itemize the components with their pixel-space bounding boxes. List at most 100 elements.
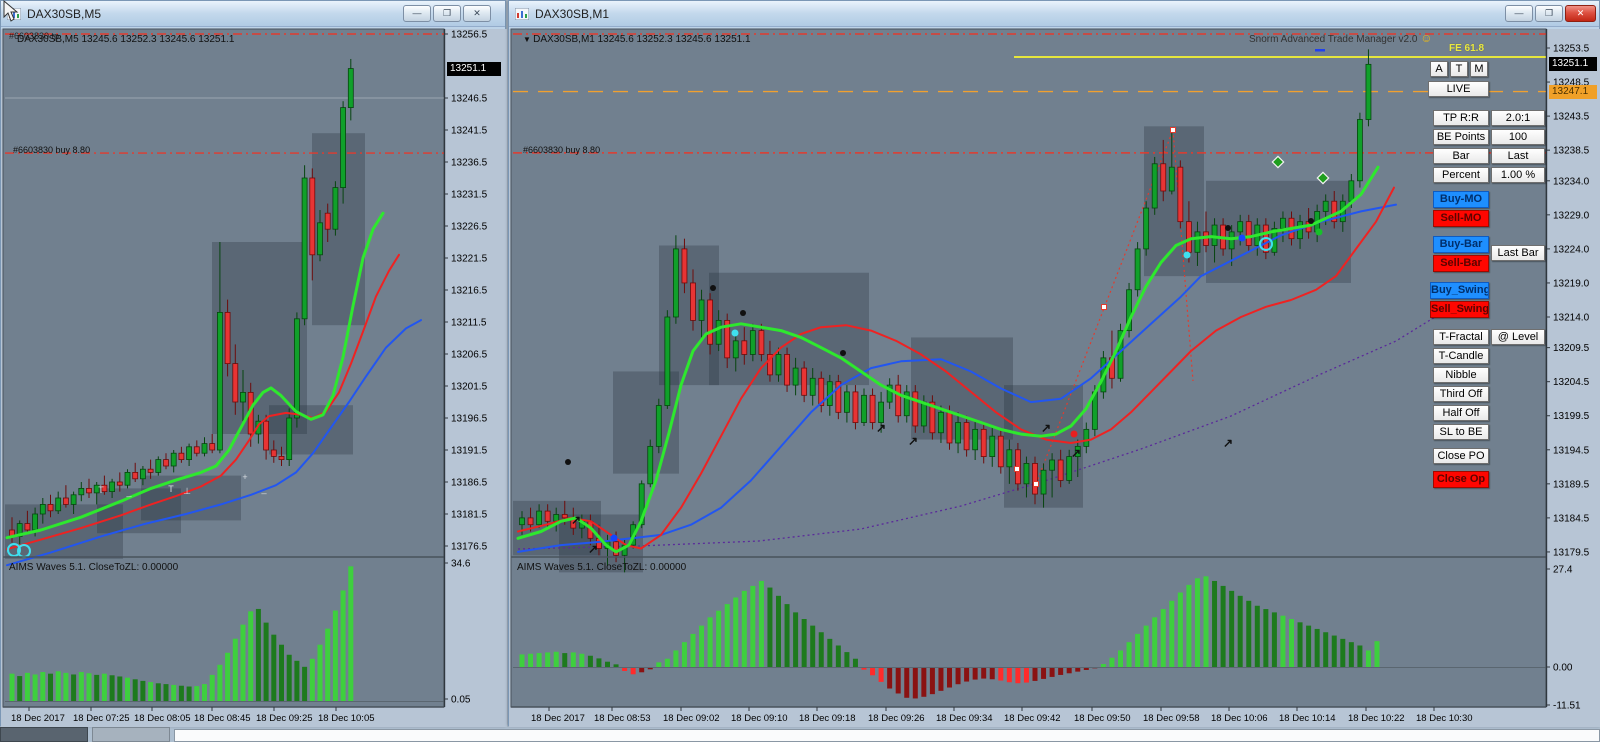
svg-text:13221.5: 13221.5 [451, 254, 488, 265]
live-button[interactable]: LIVE [1428, 81, 1489, 97]
svg-text:13219.0: 13219.0 [1553, 278, 1590, 289]
svg-text:13246.5: 13246.5 [451, 94, 488, 105]
svg-text:↗: ↗ [571, 513, 581, 527]
nibble-button[interactable]: Nibble [1433, 367, 1489, 383]
svg-text:13229.0: 13229.0 [1553, 210, 1590, 221]
be-points-value[interactable]: 100 [1491, 129, 1545, 145]
svg-text:13191.5: 13191.5 [451, 446, 488, 457]
third-off-button[interactable]: Third Off [1433, 386, 1489, 402]
svg-text:13214.0: 13214.0 [1553, 312, 1590, 323]
svg-text:18 Dec 10:22: 18 Dec 10:22 [1348, 713, 1405, 724]
svg-text:18 Dec 10:30: 18 Dec 10:30 [1416, 713, 1473, 724]
sell-mo-button[interactable]: Sell-MO [1433, 210, 1489, 227]
svg-text:13248.5: 13248.5 [1553, 78, 1590, 89]
close-op-button[interactable]: Close Op [1433, 471, 1489, 488]
taskbar-fragment-dark[interactable] [0, 727, 88, 742]
m5-indicator-label: AIMS Waves 5.1. CloseToZL: 0.00000 [9, 562, 179, 573]
svg-text:18 Dec 08:05: 18 Dec 08:05 [134, 713, 191, 724]
at-level-value[interactable]: @ Level [1491, 329, 1545, 345]
svg-text:0.05: 0.05 [451, 695, 471, 706]
svg-text:13179.5: 13179.5 [1553, 547, 1590, 558]
ea-title: Snorm Advanced Trade Manager v2.0 ☺ [1249, 31, 1433, 45]
bar-button[interactable]: Bar [1433, 148, 1489, 164]
atm-m-button[interactable]: M [1470, 61, 1488, 77]
svg-text:18 Dec 09:50: 18 Dec 09:50 [1074, 713, 1131, 724]
m1-indicator-label: AIMS Waves 5.1. CloseToZL: 0.00000 [517, 562, 687, 573]
svg-text:↗: ↗ [1071, 446, 1081, 460]
t-candle-button[interactable]: T-Candle [1433, 348, 1489, 364]
svg-text:13256.5: 13256.5 [451, 30, 488, 41]
svg-text:T: T [168, 484, 174, 494]
buy-bar-button[interactable]: Buy-Bar [1433, 236, 1489, 253]
sell-bar-button[interactable]: Sell-Bar [1433, 255, 1489, 272]
m1-price-chart[interactable]: ↗ ↗ ↗ ↗ ↗ ↗ ↗ 13253.5 13248.5 13243.5 13238.5 13234… [509, 1, 1600, 727]
svg-text:↗: ↗ [588, 542, 598, 556]
m5-ohlc-header: DAX30SB,M5 13245.6 13252.3 13245.6 13251… [17, 34, 235, 45]
m1-ohlc-header: ▼ DAX30SB,M1 13245.6 13252.3 13245.6 132… [523, 34, 751, 45]
mouse-cursor [3, 0, 19, 22]
svg-text:18 Dec 09:18: 18 Dec 09:18 [799, 713, 856, 724]
m1-titlebar[interactable]: DAX30SB,M1 [509, 1, 1599, 27]
half-off-button[interactable]: Half Off [1433, 405, 1489, 421]
svg-text:⊥: ⊥ [183, 486, 191, 496]
tp-rr-value[interactable]: 2.0:1 [1491, 110, 1545, 126]
svg-text:13236.5: 13236.5 [451, 158, 488, 169]
m5-minimize-button[interactable]: — [403, 5, 431, 22]
m1-close-button[interactable]: ✕ [1565, 5, 1596, 22]
svg-text:18 Dec 08:45: 18 Dec 08:45 [194, 713, 251, 724]
svg-text:13206.5: 13206.5 [451, 350, 488, 361]
svg-text:13216.5: 13216.5 [451, 286, 488, 297]
smiley-icon: ☺ [1420, 31, 1433, 45]
atm-a-button[interactable]: A [1430, 61, 1448, 77]
taskbar-fragment-white[interactable] [174, 729, 1600, 742]
atm-t-button[interactable]: T [1450, 61, 1468, 77]
svg-text:18 Dec 07:25: 18 Dec 07:25 [73, 713, 130, 724]
svg-text:+: + [242, 472, 247, 482]
svg-text:18 Dec 10:06: 18 Dec 10:06 [1211, 713, 1268, 724]
sell-swing-button[interactable]: Sell_Swing [1430, 301, 1489, 318]
svg-text:13181.5: 13181.5 [451, 510, 488, 521]
svg-text:13234.0: 13234.0 [1553, 176, 1590, 187]
t-fractal-button[interactable]: T-Fractal [1433, 329, 1489, 345]
svg-text:↗: ↗ [876, 421, 886, 435]
collapse-arrow-icon[interactable]: ▼ [523, 35, 534, 44]
svg-text:13241.5: 13241.5 [451, 126, 488, 137]
svg-text:13211.5: 13211.5 [451, 318, 487, 329]
percent-button[interactable]: Percent [1433, 167, 1489, 183]
svg-text:18 Dec 09:02: 18 Dec 09:02 [663, 713, 720, 724]
buy-mo-button[interactable]: Buy-MO [1433, 191, 1489, 208]
svg-text:_: _ [125, 487, 132, 497]
fib-expansion-label: FE 61.8 [1449, 43, 1485, 54]
bar-value[interactable]: Last [1491, 148, 1545, 164]
svg-text:13194.5: 13194.5 [1553, 445, 1590, 456]
m5-price-chart[interactable]: T _ T ⊥ + _ 13256.5 13246.5 13241.5 13236.5 13231.… [1, 1, 507, 727]
last-bar-value[interactable]: Last Bar [1491, 245, 1545, 261]
svg-text:0.00: 0.00 [1553, 663, 1573, 674]
chart-window-m5[interactable]: DAX30SB,M5 — ❐ ✕ T _ T ⊥ + _ 13256.5 13246.5 132… [0, 0, 507, 727]
svg-text:13189.5: 13189.5 [1553, 479, 1590, 490]
m1-minimize-button[interactable]: — [1505, 5, 1533, 22]
tp-rr-button[interactable]: TP R:R [1433, 110, 1489, 126]
m5-close-button[interactable]: ✕ [463, 5, 491, 22]
svg-text:18 Dec 09:34: 18 Dec 09:34 [936, 713, 993, 724]
m1-window-title: DAX30SB,M1 [535, 6, 610, 21]
taskbar-fragment-gray[interactable] [92, 727, 170, 742]
svg-text:18 Dec 10:14: 18 Dec 10:14 [1279, 713, 1336, 724]
sl-to-be-button[interactable]: SL to BE [1433, 424, 1489, 440]
svg-text:13204.5: 13204.5 [1553, 377, 1590, 388]
percent-value[interactable]: 1.00 % [1491, 167, 1545, 183]
svg-text:13186.5: 13186.5 [451, 478, 488, 489]
svg-text:18 Dec 09:42: 18 Dec 09:42 [1004, 713, 1061, 724]
svg-text:_: _ [260, 484, 267, 494]
m1-restore-button[interactable]: ❐ [1535, 5, 1563, 22]
buy-swing-button[interactable]: Buy_Swing [1430, 282, 1489, 299]
chart-window-m1[interactable]: DAX30SB,M1 — ❐ ✕ ↗ ↗ ↗ ↗ ↗ ↗ ↗ 13253.5 13248.5 13… [508, 0, 1600, 727]
svg-text:T: T [98, 485, 104, 495]
be-points-button[interactable]: BE Points [1433, 129, 1489, 145]
m1-trade-label: #6603830 buy 8.80 [523, 145, 601, 155]
m5-restore-button[interactable]: ❐ [433, 5, 461, 22]
close-po-button[interactable]: Close PO [1433, 448, 1489, 464]
svg-text:13201.5: 13201.5 [451, 382, 488, 393]
m5-current-price-tag: 13251.1 [447, 62, 501, 76]
